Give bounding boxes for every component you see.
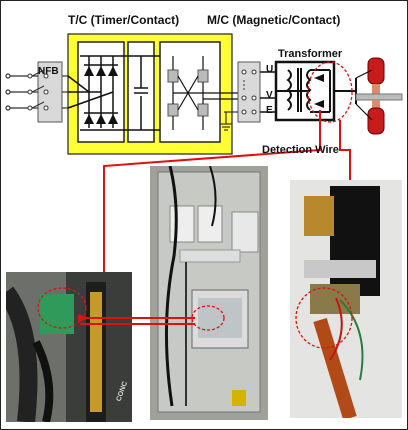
terminal-closeup-photo: CONC [6,272,132,422]
tc-label: T/C (Timer/Contact) [68,13,180,27]
mc-switch-contacts [241,69,257,115]
nfb-box [37,61,63,123]
mc-contactor-box [237,61,261,123]
transformer-label: Transformer [278,48,343,60]
e-terminal-label: E [266,105,273,116]
nfb-label: NFB [38,66,59,77]
controller-cabinet-photo [150,166,268,420]
welding-electrodes [355,57,403,135]
dc-bus [124,55,160,131]
detection-wire-path [103,110,351,272]
output-diodes [314,74,324,108]
u-terminal-label: U [266,64,274,75]
v-terminal-label: V [266,90,273,101]
mc-label: M/C (Magnetic/Contact) [207,13,341,27]
detection-wire-label: Detection Wire [262,144,339,156]
ground-symbol [220,111,238,131]
welding-gun-photo [290,180,402,418]
inverter-module [159,41,221,143]
nfb-switch-contacts [27,69,49,111]
rectifier-wiring [67,55,124,131]
inverter-wiring [172,56,240,130]
detection-point-circle [307,61,353,123]
